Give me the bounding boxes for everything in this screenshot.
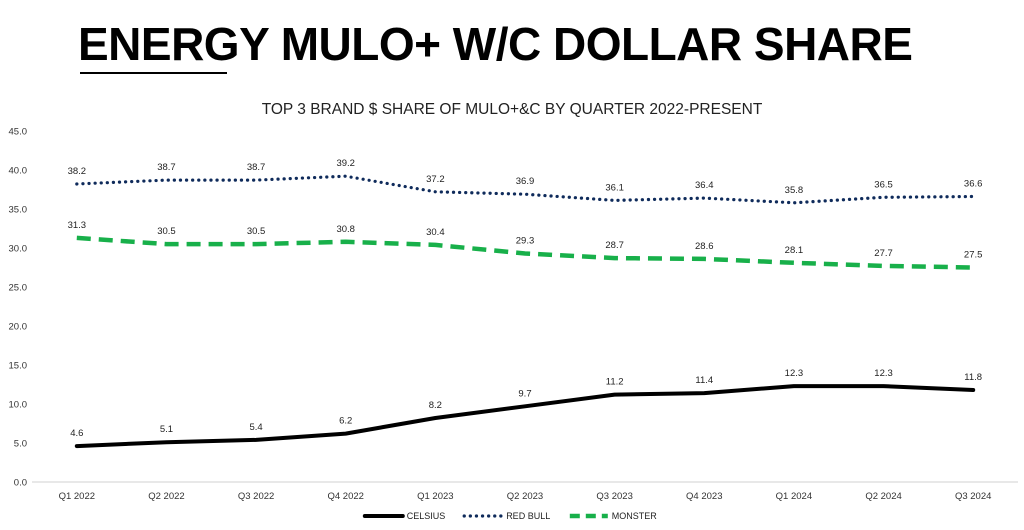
y-axis: 0.0 5.0 10.0 15.0 20.0 25.0 30.0 35.0 40.0 45.0 bbox=[9, 127, 28, 489]
x-tick-label: Q3 2023 bbox=[596, 491, 632, 502]
y-tick-label: 35.0 bbox=[9, 205, 28, 216]
data-label: 5.4 bbox=[249, 422, 262, 433]
data-label: 12.3 bbox=[785, 368, 804, 379]
y-tick-label: 0.0 bbox=[14, 478, 27, 489]
data-label: 36.1 bbox=[605, 182, 624, 193]
x-tick-label: Q3 2024 bbox=[955, 491, 991, 502]
y-tick-label: 40.0 bbox=[9, 166, 28, 177]
data-label: 39.2 bbox=[336, 158, 355, 169]
data-label: 30.5 bbox=[247, 226, 266, 237]
x-tick-label: Q2 2022 bbox=[148, 491, 184, 502]
data-label: 35.8 bbox=[785, 185, 804, 196]
y-tick-label: 30.0 bbox=[9, 244, 28, 255]
data-label: 9.7 bbox=[518, 388, 531, 399]
x-tick-label: Q2 2023 bbox=[507, 491, 543, 502]
series-line-celsius bbox=[74, 384, 976, 449]
data-label: 6.2 bbox=[339, 416, 352, 427]
data-label: 28.6 bbox=[695, 241, 714, 252]
x-tick-label: Q2 2024 bbox=[865, 491, 901, 502]
data-label: 8.2 bbox=[429, 400, 442, 411]
data-label: 30.5 bbox=[157, 226, 176, 237]
x-tick-label: Q1 2023 bbox=[417, 491, 453, 502]
data-label: 38.7 bbox=[247, 162, 266, 173]
y-tick-label: 45.0 bbox=[9, 127, 28, 138]
legend-item: RED BULL bbox=[462, 511, 550, 521]
x-tick-label: Q1 2024 bbox=[776, 491, 812, 502]
data-label: 11.2 bbox=[606, 377, 624, 388]
data-label: 29.3 bbox=[516, 235, 535, 246]
legend-label: MONSTER bbox=[612, 511, 658, 521]
data-label: 11.4 bbox=[695, 375, 713, 386]
data-label: 27.5 bbox=[964, 250, 983, 261]
data-label: 30.4 bbox=[426, 227, 445, 238]
data-label: 28.7 bbox=[605, 240, 624, 251]
data-label: 38.2 bbox=[68, 166, 87, 177]
legend: CELSIUS RED BULL MONSTER bbox=[362, 511, 658, 521]
data-label: 36.6 bbox=[964, 179, 983, 190]
y-tick-label: 25.0 bbox=[9, 283, 28, 294]
page-title: ENERGY MULO+ W/C DOLLAR SHARE bbox=[78, 18, 913, 70]
data-label: 11.8 bbox=[964, 372, 982, 383]
data-labels: 4.6 5.1 5.4 6.2 8.2 9.7 11.2 11.4 12.3 12.3 11.8 38… bbox=[68, 158, 983, 439]
y-tick-label: 5.0 bbox=[14, 439, 27, 450]
data-label: 4.6 bbox=[70, 428, 83, 439]
title-underline bbox=[80, 72, 227, 74]
y-tick-label: 15.0 bbox=[9, 361, 28, 372]
data-label: 28.1 bbox=[785, 245, 804, 256]
chart-title: TOP 3 BRAND $ SHARE OF MULO+&C BY QUARTE… bbox=[262, 101, 763, 118]
x-tick-label: Q4 2023 bbox=[686, 491, 722, 502]
data-label: 5.1 bbox=[160, 424, 173, 435]
legend-item: MONSTER bbox=[569, 511, 658, 521]
x-tick-label: Q1 2022 bbox=[59, 491, 95, 502]
legend-label: CELSIUS bbox=[407, 511, 446, 521]
x-axis: Q1 2022 Q2 2022 Q3 2022 Q4 2022 Q1 2023 Q2 20… bbox=[32, 481, 1018, 502]
data-label: 36.9 bbox=[516, 176, 535, 187]
data-label: 30.8 bbox=[336, 224, 355, 235]
series-line-red-bull bbox=[75, 174, 975, 205]
data-label: 27.7 bbox=[874, 248, 893, 259]
data-label: 36.5 bbox=[874, 179, 893, 190]
series-line-monster bbox=[76, 235, 974, 270]
data-label: 36.4 bbox=[695, 180, 714, 191]
legend-item: CELSIUS bbox=[362, 511, 446, 521]
x-tick-label: Q3 2022 bbox=[238, 491, 274, 502]
data-label: 37.2 bbox=[426, 174, 445, 185]
legend-label: RED BULL bbox=[506, 511, 550, 521]
data-label: 38.7 bbox=[157, 162, 176, 173]
y-tick-label: 10.0 bbox=[9, 400, 28, 411]
y-tick-label: 20.0 bbox=[9, 322, 28, 333]
data-label: 12.3 bbox=[874, 368, 893, 379]
series-lines bbox=[74, 174, 976, 449]
data-label: 31.3 bbox=[68, 220, 87, 231]
x-tick-label: Q4 2022 bbox=[328, 491, 364, 502]
